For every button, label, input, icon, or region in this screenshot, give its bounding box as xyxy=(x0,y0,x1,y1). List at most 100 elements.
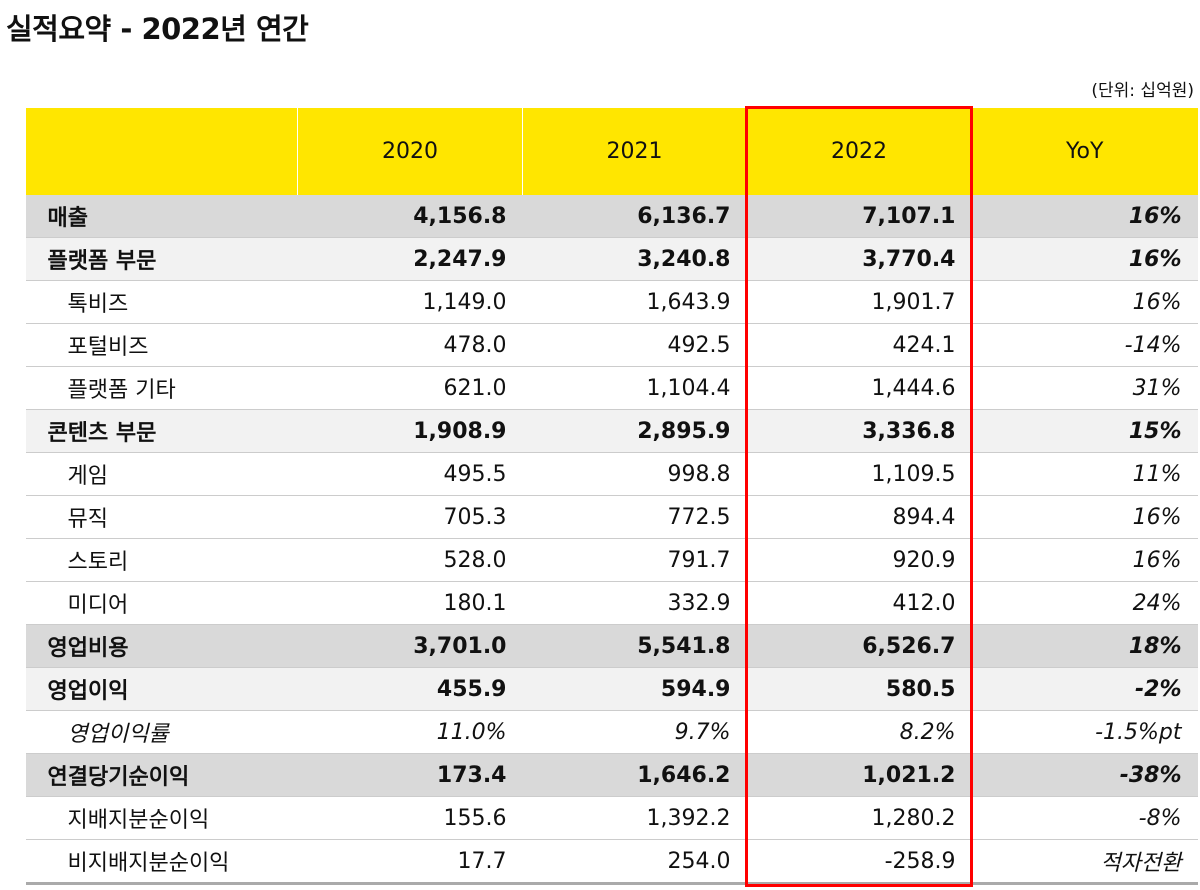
cell: 17.7 xyxy=(297,839,523,885)
title: 실적요약 - 2022년 연간 xyxy=(6,12,309,46)
cell: 1,646.2 xyxy=(522,753,747,797)
cell: 11% xyxy=(971,452,1198,496)
cell: 920.9 xyxy=(746,538,972,582)
row-label: 플랫폼 부문 xyxy=(25,237,298,281)
cell: 24% xyxy=(971,581,1198,625)
table-row: 게임 495.5 998.8 1,109.5 11% xyxy=(25,452,1198,496)
table-row: 미디어 180.1 332.9 412.0 24% xyxy=(25,581,1198,625)
row-label: 비지배지분순이익 xyxy=(25,839,298,885)
header-cell: 2022 xyxy=(746,108,972,195)
cell: 1,109.5 xyxy=(746,452,972,496)
unit-note: (단위: 십억원) xyxy=(1091,81,1194,101)
cell: 6,526.7 xyxy=(746,624,972,668)
cell: 16% xyxy=(971,538,1198,582)
header-cell: 2021 xyxy=(522,108,747,195)
cell: 18% xyxy=(971,624,1198,668)
table-row: 톡비즈 1,149.0 1,643.9 1,901.7 16% xyxy=(25,280,1198,324)
row-label: 포털비즈 xyxy=(25,323,298,367)
row-label: 영업비용 xyxy=(25,624,298,668)
cell: 16% xyxy=(971,195,1198,238)
header-cell xyxy=(25,108,298,195)
row-label: 미디어 xyxy=(25,581,298,625)
cell: 772.5 xyxy=(522,495,747,539)
cell: 9.7% xyxy=(522,710,747,754)
cell: 180.1 xyxy=(297,581,523,625)
table-row: 스토리 528.0 791.7 920.9 16% xyxy=(25,538,1198,582)
row-label: 톡비즈 xyxy=(25,280,298,324)
table-row: 영업비용 3,701.0 5,541.8 6,526.7 18% xyxy=(25,624,1198,668)
cell: 11.0% xyxy=(297,710,523,754)
row-label: 플랫폼 기타 xyxy=(25,366,298,410)
cell: 1,392.2 xyxy=(522,796,747,840)
table-row: 비지배지분순이익 17.7 254.0 -258.9 적자전환 xyxy=(25,839,1198,885)
cell: 4,156.8 xyxy=(297,195,523,238)
cell: 580.5 xyxy=(746,667,972,711)
cell: 3,701.0 xyxy=(297,624,523,668)
cell: 16% xyxy=(971,237,1198,281)
cell: 2,247.9 xyxy=(297,237,523,281)
table-row: 콘텐츠 부문 1,908.9 2,895.9 3,336.8 15% xyxy=(25,409,1198,453)
table-row: 영업이익률 11.0% 9.7% 8.2% -1.5%pt xyxy=(25,710,1198,754)
row-label: 영업이익률 xyxy=(25,710,298,754)
cell: -14% xyxy=(971,323,1198,367)
cell: 6,136.7 xyxy=(522,195,747,238)
cell: 791.7 xyxy=(522,538,747,582)
table-row: 포털비즈 478.0 492.5 424.1 -14% xyxy=(25,323,1198,367)
row-label: 매출 xyxy=(25,195,298,238)
header-row: 2020 2021 2022 YoY xyxy=(25,108,1198,195)
cell: 1,021.2 xyxy=(746,753,972,797)
table-row: 연결당기순이익 173.4 1,646.2 1,021.2 -38% xyxy=(25,753,1198,797)
cell: 3,770.4 xyxy=(746,237,972,281)
cell: 적자전환 xyxy=(971,839,1198,885)
cell: 1,444.6 xyxy=(746,366,972,410)
cell: 16% xyxy=(971,495,1198,539)
table-wrap: 2020 2021 2022 YoY 매출 4,156.8 6,136.7 7,107.1 1… xyxy=(25,108,1198,885)
cell: -38% xyxy=(971,753,1198,797)
cell: -258.9 xyxy=(746,839,972,885)
cell: 495.5 xyxy=(297,452,523,496)
cell: 1,643.9 xyxy=(522,280,747,324)
cell: 424.1 xyxy=(746,323,972,367)
cell: 15% xyxy=(971,409,1198,453)
table-row: 지배지분순이익 155.6 1,392.2 1,280.2 -8% xyxy=(25,796,1198,840)
cell: 621.0 xyxy=(297,366,523,410)
cell: 1,908.9 xyxy=(297,409,523,453)
cell: 3,240.8 xyxy=(522,237,747,281)
cell: 1,149.0 xyxy=(297,280,523,324)
table-row: 플랫폼 부문 2,247.9 3,240.8 3,770.4 16% xyxy=(25,237,1198,281)
cell: 254.0 xyxy=(522,839,747,885)
cell: 173.4 xyxy=(297,753,523,797)
cell: 3,336.8 xyxy=(746,409,972,453)
row-label: 영업이익 xyxy=(25,667,298,711)
cell: 1,104.4 xyxy=(522,366,747,410)
cell: 332.9 xyxy=(522,581,747,625)
table-row: 영업이익 455.9 594.9 580.5 -2% xyxy=(25,667,1198,711)
cell: -8% xyxy=(971,796,1198,840)
cell: 455.9 xyxy=(297,667,523,711)
row-label: 뮤직 xyxy=(25,495,298,539)
cell: 2,895.9 xyxy=(522,409,747,453)
summary-table: 2020 2021 2022 YoY 매출 4,156.8 6,136.7 7,107.1 1… xyxy=(25,108,1198,885)
cell: 705.3 xyxy=(297,495,523,539)
cell: 492.5 xyxy=(522,323,747,367)
row-label: 콘텐츠 부문 xyxy=(25,409,298,453)
header-cell: 2020 xyxy=(297,108,523,195)
cell: -1.5%pt xyxy=(971,710,1198,754)
cell: 155.6 xyxy=(297,796,523,840)
table-row: 매출 4,156.8 6,136.7 7,107.1 16% xyxy=(25,195,1198,238)
cell: 412.0 xyxy=(746,581,972,625)
header-cell: YoY xyxy=(971,108,1198,195)
cell: 894.4 xyxy=(746,495,972,539)
cell: 528.0 xyxy=(297,538,523,582)
cell: 1,901.7 xyxy=(746,280,972,324)
cell: 998.8 xyxy=(522,452,747,496)
cell: 31% xyxy=(971,366,1198,410)
cell: 16% xyxy=(971,280,1198,324)
table-body: 매출 4,156.8 6,136.7 7,107.1 16% 플랫폼 부문 2,247.9 3… xyxy=(25,195,1198,885)
cell: -2% xyxy=(971,667,1198,711)
table-row: 뮤직 705.3 772.5 894.4 16% xyxy=(25,495,1198,539)
row-label: 지배지분순이익 xyxy=(25,796,298,840)
row-label: 스토리 xyxy=(25,538,298,582)
table-row: 플랫폼 기타 621.0 1,104.4 1,444.6 31% xyxy=(25,366,1198,410)
